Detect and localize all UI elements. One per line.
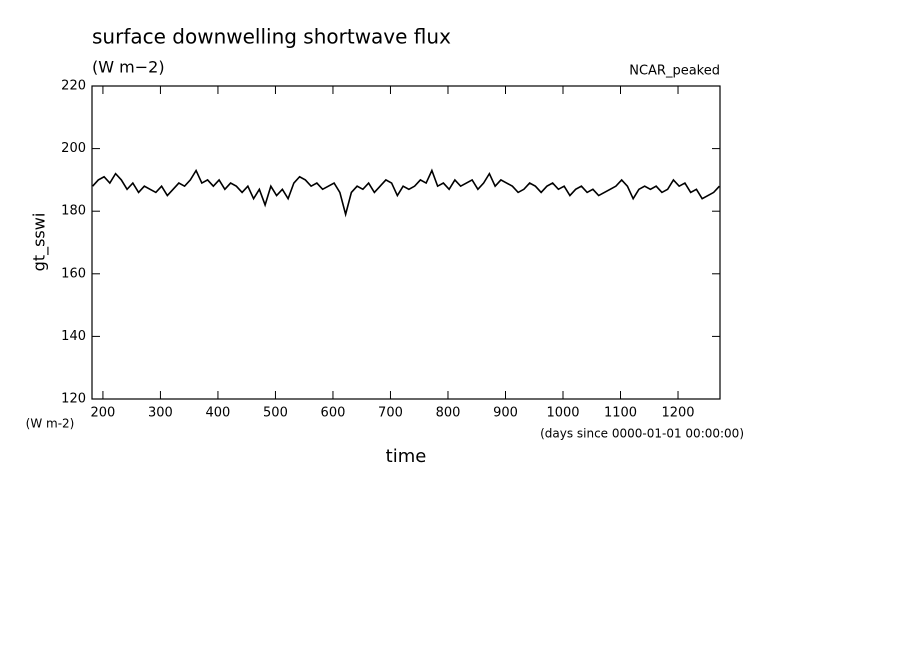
y-tick-label: 160 — [61, 266, 86, 281]
x-tick-label: 800 — [436, 406, 461, 421]
y-axis-label: gt_sswi — [30, 213, 50, 272]
x-tick-label: 500 — [263, 406, 288, 421]
x-tick-label: 1000 — [546, 406, 579, 421]
x-tick-label: 700 — [378, 406, 403, 421]
x-unit: (days since 0000-01-01 00:00:00) — [540, 427, 744, 441]
x-tick-label: 1100 — [604, 406, 637, 421]
x-tick-label: 300 — [148, 406, 173, 421]
x-tick-label: 1200 — [661, 406, 694, 421]
x-tick-label: 200 — [91, 406, 116, 421]
y-tick-label: 200 — [61, 141, 86, 156]
plot-frame — [91, 85, 721, 400]
data-line — [91, 168, 721, 218]
y-tick-label: 140 — [61, 329, 86, 344]
subtitle: (W m−2) — [92, 58, 165, 77]
annotation: NCAR_peaked — [629, 64, 720, 79]
y-unit: (W m-2) — [26, 417, 75, 431]
chart-title: surface downwelling shortwave flux — [92, 25, 451, 49]
x-axis-label: time — [386, 446, 427, 467]
x-tick-label: 400 — [206, 406, 231, 421]
x-tick-label: 900 — [493, 406, 518, 421]
y-tick-label: 120 — [61, 392, 86, 407]
y-tick-label: 220 — [61, 79, 86, 94]
y-tick-label: 180 — [61, 204, 86, 219]
x-tick-label: 600 — [321, 406, 346, 421]
